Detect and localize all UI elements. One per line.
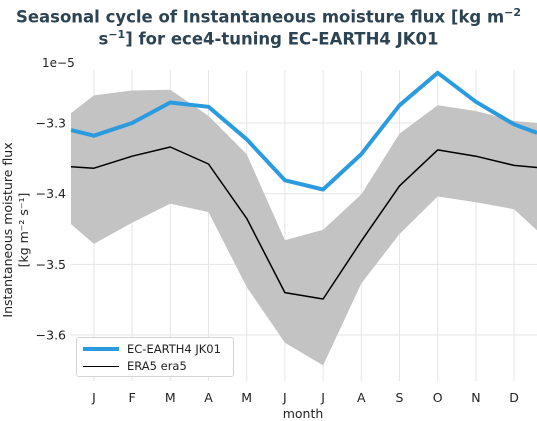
series-lines	[70, 70, 537, 300]
spread-band	[71, 89, 537, 366]
x-tick-label: N	[471, 390, 480, 405]
x-tick-label: D	[509, 390, 519, 405]
legend-label-era5: ERA5 era5	[127, 359, 187, 373]
x-tick-label: J	[320, 390, 325, 405]
x-tick-label: A	[357, 390, 366, 405]
legend-swatch-era5	[83, 365, 119, 367]
series-line-era5	[70, 146, 537, 300]
x-tick-label: S	[396, 390, 404, 405]
chart-title-line-1: Seasonal cycle of Instantaneous moisture…	[15, 6, 522, 27]
x-tick-label: F	[129, 390, 136, 405]
y-tick-label: −3.6	[36, 328, 66, 343]
x-tick-label: M	[165, 390, 176, 405]
y-tick-labels: −3.3 −3.4 −3.5 −3.6	[36, 116, 66, 343]
x-tick-label: A	[204, 390, 213, 405]
x-axis-label: month	[283, 406, 324, 421]
y-axis-offset-label: 1e−5	[42, 56, 75, 70]
y-axis-label-line-2: [kg m⁻² s⁻¹]	[16, 193, 31, 268]
legend-swatch-ec-earth4	[83, 347, 119, 351]
series-line-ec-earth4	[70, 70, 537, 192]
y-tick-label: −3.5	[36, 257, 66, 272]
x-tick-label: M	[241, 390, 252, 405]
x-tick-label: O	[433, 390, 443, 405]
y-tick-label: −3.3	[36, 116, 66, 131]
spread-band-area	[71, 89, 537, 366]
legend-entry-era5: ERA5 era5	[83, 358, 187, 374]
chart-title-line-2: s−1] for ece4-tuning EC-EARTH4 JK01	[98, 28, 439, 49]
legend-label-ec-earth4: EC-EARTH4 JK01	[127, 342, 221, 356]
legend-entry-ec-earth4: EC-EARTH4 JK01	[83, 341, 221, 357]
x-tick-label: J	[91, 390, 96, 405]
y-tick-label: −3.4	[36, 186, 66, 201]
chart-legend: EC-EARTH4 JK01 ERA5 era5	[76, 337, 234, 377]
y-axis-label-line-1: Instantaneous moisture flux	[0, 142, 15, 317]
x-tick-label: J	[282, 390, 287, 405]
